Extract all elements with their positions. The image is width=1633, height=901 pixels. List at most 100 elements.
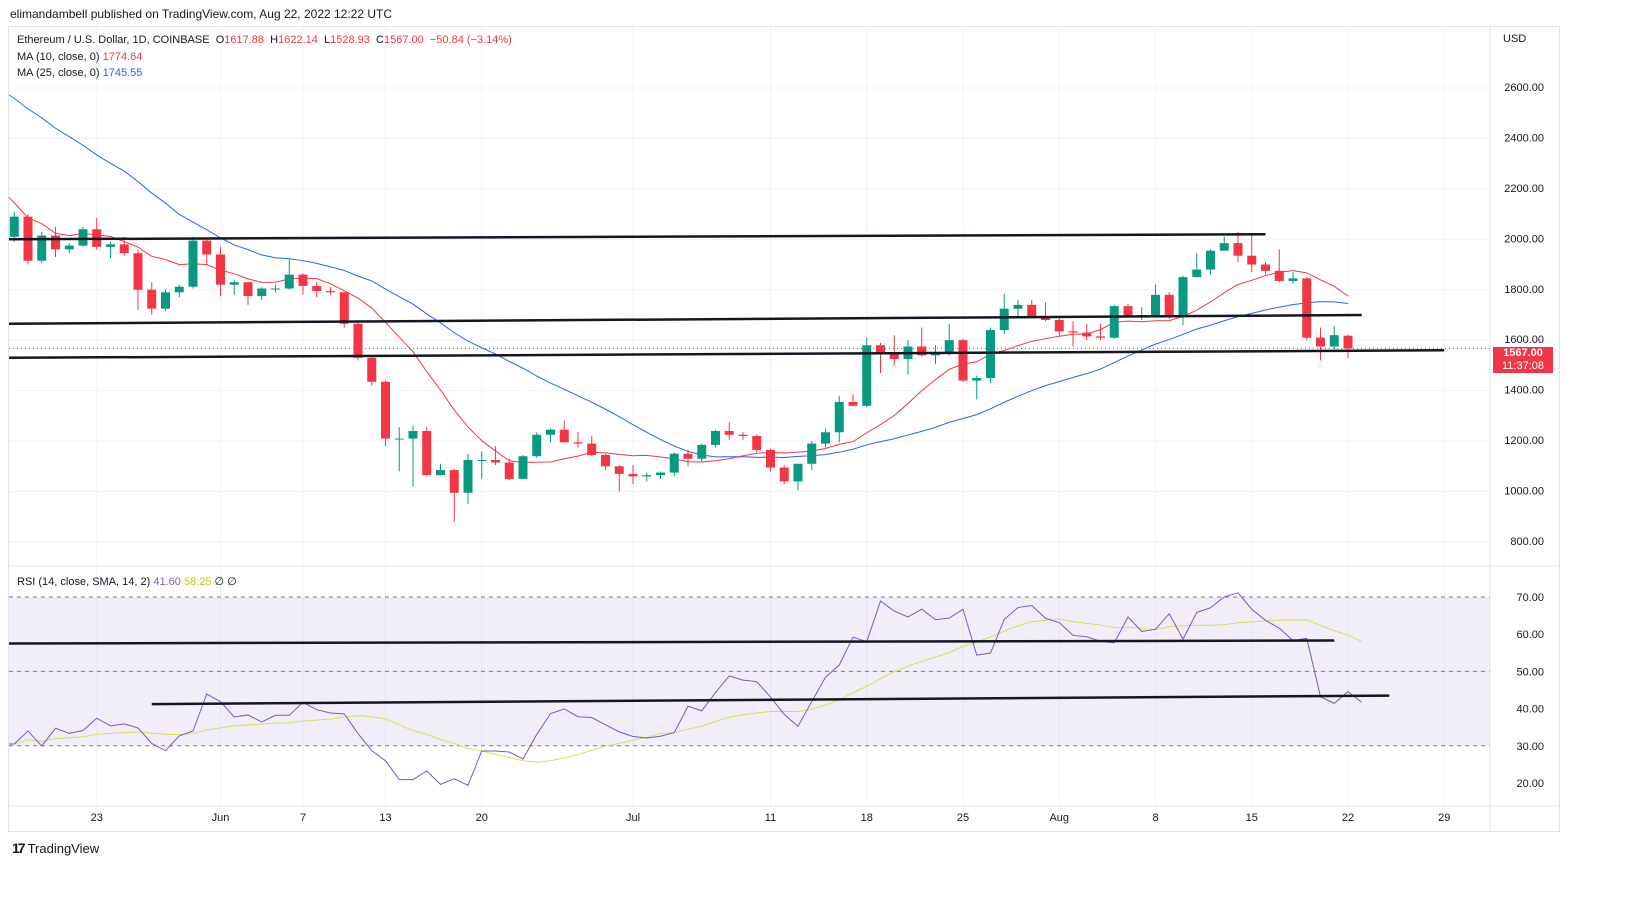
candle-body — [37, 235, 47, 261]
tv-logo-icon: 17 — [12, 840, 26, 856]
candle-body — [1109, 306, 1119, 338]
candle-body — [573, 442, 583, 444]
candle-body — [1082, 332, 1092, 337]
candle-body — [917, 346, 927, 356]
candle-body — [711, 430, 720, 445]
x-tick-label: 15 — [1246, 812, 1258, 824]
candle-body — [504, 462, 514, 479]
close-value: 1567.00 — [383, 34, 424, 46]
price-tick-label: 1400.00 — [1504, 385, 1544, 397]
candle-body — [353, 323, 363, 358]
last-price: 1567.00 — [1503, 347, 1543, 360]
rsi-tick-label: 20.00 — [1516, 778, 1544, 790]
candle-body — [271, 288, 280, 290]
legend-ma25[interactable]: MA (25, close, 0) 1745.55 — [17, 67, 142, 79]
open-label: O — [215, 34, 225, 46]
candle-body — [724, 430, 734, 435]
candle-body — [834, 401, 844, 433]
candle-body — [889, 354, 899, 360]
candle-body — [449, 470, 459, 493]
x-tick-label: 20 — [476, 812, 488, 824]
candle-body — [1233, 243, 1243, 256]
legend-rsi[interactable]: RSI (14, close, SMA, 14, 2) 41.60 58.25 … — [17, 575, 237, 588]
x-tick-label: 18 — [861, 812, 873, 824]
candle-body — [367, 357, 377, 382]
candle-body — [559, 429, 569, 443]
candle-body — [1096, 336, 1105, 338]
candle-body — [408, 430, 418, 439]
x-tick-label: 25 — [957, 812, 969, 824]
candle-body — [821, 432, 830, 444]
candle-body — [1247, 255, 1257, 265]
rsi-tick-label: 50.00 — [1516, 666, 1544, 678]
candle-body — [656, 472, 665, 476]
price-tick-label: 2400.00 — [1504, 132, 1544, 144]
candle-body — [518, 456, 528, 479]
candle-body — [1192, 269, 1202, 278]
candle-body — [51, 235, 60, 250]
rsi-tick-label: 70.00 — [1516, 592, 1544, 604]
x-tick-label: Jun — [212, 812, 230, 824]
candle-body — [546, 429, 555, 435]
candle-body — [64, 245, 74, 250]
candle-body — [807, 443, 817, 464]
candle-body — [1068, 331, 1078, 333]
rsi-tick-label: 30.00 — [1516, 741, 1544, 753]
rsi-trendline — [9, 639, 1335, 645]
publish-info: elimandambell published on TradingView.c… — [10, 7, 393, 21]
plot-area — [9, 27, 1490, 805]
bar-countdown: 11:37:08 — [1501, 360, 1544, 373]
candle-body — [229, 282, 239, 285]
rsi-value: 41.60 — [153, 576, 181, 588]
candle-body — [284, 274, 294, 289]
ma25-value: 1745.55 — [102, 67, 143, 79]
candle-body — [312, 285, 322, 292]
low-value: 1528.93 — [330, 34, 370, 46]
candle-body — [147, 289, 157, 309]
candle-body — [78, 229, 88, 246]
candle-body — [958, 340, 968, 381]
chart-frame[interactable] — [8, 26, 1560, 832]
candle-body — [793, 463, 803, 482]
candle-body — [243, 282, 253, 297]
candle-body — [257, 288, 267, 297]
ma10-value: 1774.64 — [102, 51, 143, 63]
ma10-label: MA (10, close, 0) — [17, 51, 100, 63]
candle-body — [779, 467, 789, 482]
rsi-tick-label: 40.00 — [1516, 704, 1544, 716]
candle-body — [614, 466, 624, 474]
symbol-label: Ethereum / U.S. Dollar, 1D, COINBASE — [17, 34, 210, 46]
candle-body — [1013, 304, 1023, 309]
legend-symbol-row: Ethereum / U.S. Dollar, 1D, COINBASE O16… — [17, 34, 512, 46]
candle-body — [628, 473, 638, 477]
legend-ma10[interactable]: MA (10, close, 0) 1774.64 — [17, 51, 142, 63]
candle-body — [339, 292, 349, 324]
candle-body — [161, 292, 170, 309]
candle-body — [1329, 335, 1339, 347]
price-tick-label: 1800.00 — [1504, 284, 1544, 296]
ma10-line — [9, 196, 1349, 464]
rsi-line — [9, 592, 1363, 787]
price-tick-label: 1600.00 — [1504, 334, 1544, 346]
candle-body — [738, 434, 748, 437]
price-tick-label: 2000.00 — [1504, 233, 1544, 245]
x-tick-label: 22 — [1342, 812, 1354, 824]
candle-body — [1302, 278, 1312, 338]
candle-body — [381, 381, 390, 439]
low-label: L — [324, 34, 331, 46]
candle-body — [491, 459, 500, 463]
candle-body — [1316, 337, 1325, 347]
candle-body — [463, 459, 473, 493]
rsi-extra: ∅ ∅ — [214, 576, 237, 588]
candle-body — [106, 244, 115, 247]
x-tick-label: Jul — [626, 812, 640, 824]
price-tick-label: 2200.00 — [1504, 183, 1544, 195]
candle-body — [1261, 264, 1270, 271]
candle-body — [766, 449, 775, 468]
x-tick-label: 11 — [765, 812, 776, 824]
candle-body — [133, 253, 143, 290]
tradingview-logo[interactable]: 17 TradingView — [12, 840, 99, 856]
candle-body — [326, 291, 335, 293]
candle-body — [1054, 320, 1064, 332]
